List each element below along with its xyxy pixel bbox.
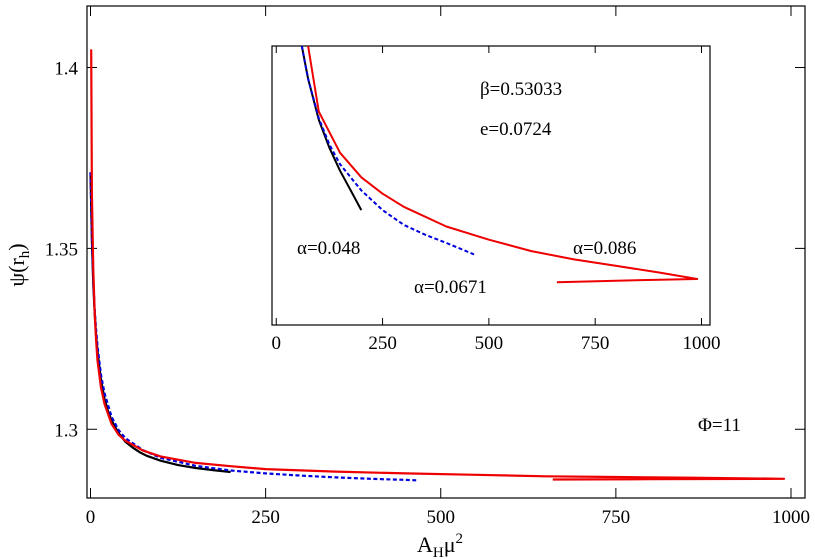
main-x-tick-label: 250 (251, 507, 280, 528)
main-y-tick-label: 1.3 (54, 420, 78, 441)
inset-plot-area (271, 45, 711, 326)
inset-beta-annotation: β=0.53033 (480, 79, 562, 100)
main-y-tick-label: 1.35 (45, 239, 78, 260)
inset-ticks: 0 250 500 750 1000 (272, 46, 720, 354)
main-x-tick-label: 0 (86, 507, 96, 528)
inset-label-alpha-0048: α=0.048 (297, 238, 360, 259)
main-x-tick-label: 500 (426, 507, 455, 528)
main-x-tick-label: 1000 (772, 507, 810, 528)
inset-plot-frame (271, 45, 711, 326)
x-axis-label: AHμ2 (417, 531, 463, 559)
inset-x-tick-label: 750 (581, 333, 610, 354)
inset-series-line-2 (307, 45, 699, 284)
inset-series-lines (300, 45, 699, 284)
inset-e-annotation: e=0.0724 (480, 119, 552, 140)
main-series-line-2 (90, 49, 786, 481)
inset-x-tick-label: 250 (368, 333, 397, 354)
phi-annotation: Φ=11 (698, 415, 741, 436)
inset-label-alpha-00671: α=0.0671 (414, 277, 487, 298)
main-y-tick-label: 1.4 (54, 59, 78, 80)
y-axis-label: ψ(rh) (4, 243, 33, 286)
inset-series-line-1 (300, 45, 475, 256)
main-ticks: 0 250 500 750 1000 1.3 1.35 1.4 (45, 6, 810, 528)
inset-x-tick-label: 1000 (682, 333, 720, 354)
inset-x-tick-label: 500 (475, 333, 504, 354)
inset-plot: 0 250 500 750 1000 β=0.53033 e=0.0724 α=0.04… (271, 45, 720, 354)
inset-label-alpha-0086: α=0.086 (573, 238, 636, 259)
main-x-tick-label: 750 (602, 507, 631, 528)
inset-x-tick-label: 0 (272, 333, 282, 354)
main-series-lines (89, 49, 786, 482)
